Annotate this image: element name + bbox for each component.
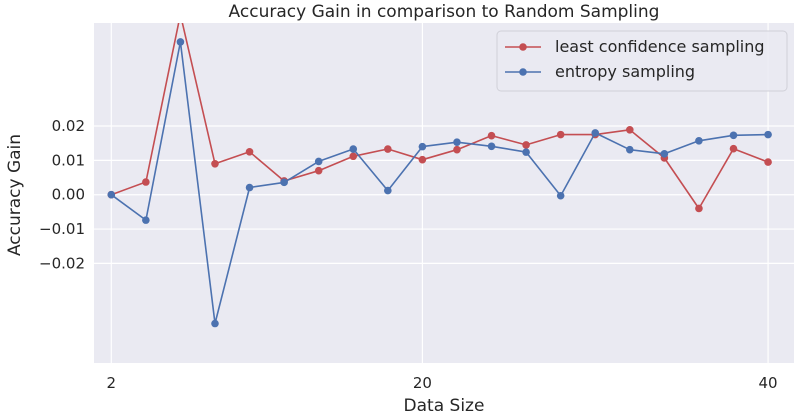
legend: least confidence sampling entropy sampli… [496,30,788,92]
y-axis-label: Accuracy Gain [5,134,25,256]
legend-label-least-confidence: least confidence sampling [555,37,765,56]
data-point-least-confidence [142,178,150,186]
data-point-entropy [176,38,185,46]
data-point-entropy [522,148,530,156]
series-layer [107,11,772,328]
data-point-least-confidence [314,166,323,175]
data-point-entropy [764,130,772,139]
legend-marker-entropy [519,68,527,76]
y-tick-label: 0.01 [52,151,85,169]
legend-marker-least-confidence [519,43,527,51]
data-point-least-confidence [764,158,772,166]
data-point-least-confidence [349,152,358,161]
data-point-entropy [384,186,392,195]
data-point-entropy [556,191,565,200]
data-point-entropy [107,190,116,199]
data-point-entropy [211,319,219,328]
data-point-entropy [695,136,703,145]
tick-labels: 2 20 40 0.02 0.01 0.00 −0.01 −0.02 [39,117,778,392]
data-point-least-confidence [418,155,427,164]
y-tick-label: 0.00 [52,186,85,204]
data-point-entropy [660,150,669,158]
y-tick-label: −0.01 [39,220,85,238]
x-tick-label: 20 [413,374,432,392]
data-point-least-confidence [384,145,392,153]
data-point-entropy [453,138,461,146]
data-point-least-confidence [729,144,738,153]
data-point-least-confidence [211,160,219,168]
data-point-least-confidence [245,147,254,156]
data-point-least-confidence [453,145,461,154]
data-point-least-confidence [695,204,703,213]
chart-title: Accuracy Gain in comparison to Random Sa… [229,2,660,22]
data-point-entropy [418,142,427,151]
data-point-entropy [349,145,358,153]
x-tick-label: 40 [759,374,778,392]
data-point-entropy [487,142,496,151]
legend-label-entropy: entropy sampling [555,62,695,81]
data-point-entropy [314,157,323,166]
data-point-entropy [280,178,288,187]
data-point-least-confidence [487,131,496,140]
y-tick-label: −0.02 [39,254,85,272]
series-line-entropy [110,41,769,325]
y-tick-label: 0.02 [52,117,85,135]
data-point-entropy [142,216,150,224]
data-point-entropy [591,129,600,137]
data-point-least-confidence [626,126,634,134]
legend-box [496,30,788,92]
data-point-entropy [626,145,634,154]
x-axis-label: Data Size [404,396,485,416]
data-point-entropy [729,131,738,140]
data-point-least-confidence [522,141,530,149]
data-point-least-confidence [556,130,565,139]
data-point-entropy [245,183,254,192]
data-point-least-confidence [177,11,185,19]
x-tick-label: 2 [107,374,117,392]
